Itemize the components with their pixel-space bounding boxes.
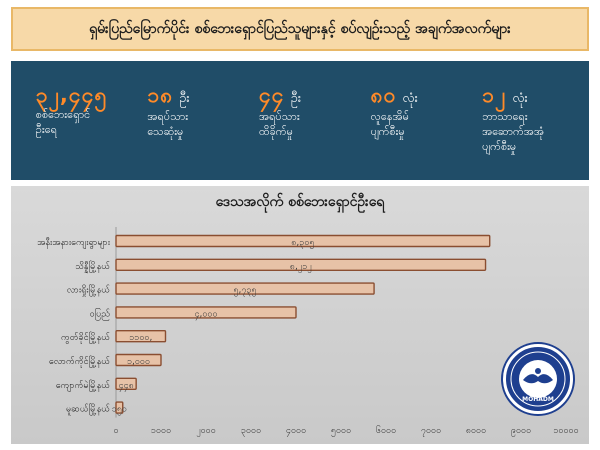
bar-value-label: ၄၄၈: [118, 381, 133, 392]
bar: [115, 377, 137, 391]
stat-label: ပျက်စီးမှု: [370, 125, 405, 138]
stat-civilian-injuries: ၄၄ ဦး အရပ်သား ထိခိုက်မှု: [259, 83, 341, 139]
chart-title: ဒေသအလိုက် စစ်ဘေးရှောင်ဦးရေ: [215, 194, 385, 210]
bar-value-label: ၁,၀၀၀: [127, 357, 150, 367]
stat-label: လူနေအိမ်: [370, 110, 409, 123]
header-banner: ရှမ်းပြည်မြောက်ပိုင်း စစ်ဘေးရှောင်ပြည်သူ…: [11, 7, 589, 51]
bar-value-label: ၈,၂၁၂: [290, 262, 312, 273]
stat-unit: ဦး: [290, 91, 302, 106]
stat-number: ၃၂,၄၄၅: [35, 83, 108, 107]
bar: [115, 353, 162, 367]
bar: [115, 329, 167, 343]
stat-displaced-total: ၃၂,၄၄၅ စစ်ဘေးရှောင် ဦးရေ: [36, 83, 118, 137]
stat-unit: လုံး: [512, 91, 528, 106]
stat-label: စစ်ဘေးရှောင်: [35, 108, 91, 121]
x-tick-label: ၇၀၀၀: [421, 426, 441, 437]
stat-houses-damaged: ၈၀ လုံး လူနေအိမ် ပျက်စီးမှု: [371, 83, 453, 139]
bar: [115, 258, 487, 272]
category-label: သိန္နီမြို့နယ်: [75, 260, 110, 274]
hands-emblem-icon: MOHADM: [510, 351, 566, 407]
x-tick-label: ၆၀၀၀: [376, 425, 396, 436]
bar: [115, 282, 375, 295]
stat-religious-buildings-damaged: ၁၂ လုံး ဘာသာရေး အဆောက်အအုံ ပျက်စီးမှု: [482, 83, 564, 154]
x-tick-label: ၄၀၀၀: [286, 426, 306, 437]
stats-panel: ၃၂,၄၄၅ စစ်ဘေးရှောင် ဦးရေ ၁၈ ဦး အရပ်သား သ…: [11, 61, 589, 180]
stat-label: အဆောက်အအုံ: [482, 125, 544, 138]
x-tick-label: ၉၀၀၀: [511, 426, 531, 437]
x-tick-label: ၁၀၀၀၀: [553, 426, 578, 436]
bar-value-label: ၅,၇၃၅: [233, 286, 256, 297]
stat-label: ဘာသာရေး: [482, 110, 528, 123]
category-label: လောက်ကိုင်မြို့နယ်: [49, 355, 111, 368]
category-label: မူဆယ်မြို့နယ်: [66, 403, 111, 416]
stat-label: ဦးရေ: [35, 123, 57, 136]
bar-value-label: ၈,၃၀၅: [291, 238, 314, 249]
category-label: လားရှိုးမြို့နယ်: [67, 284, 111, 297]
stat-label: အရပ်သား: [258, 110, 300, 123]
bar: [115, 401, 124, 414]
stat-label: သေဆုံးမှု: [147, 125, 184, 138]
x-tick-label: ၈၀၀၀: [466, 426, 486, 436]
logo-text: MOHADM: [522, 396, 554, 403]
x-tick-label: ၂၀၀၀: [196, 426, 216, 437]
category-label: အနီးအနားကျေးရွာများ: [37, 237, 111, 249]
bar-value-label: ၁၁၀၀,: [129, 333, 152, 343]
mohadm-logo: MOHADM: [503, 344, 573, 414]
x-tick-label: ၁၀၀၀: [151, 426, 171, 436]
category-label: ကျောက်မဲမြို့နယ်: [56, 379, 111, 392]
stat-number: ၈၀: [370, 83, 397, 107]
stat-label: ပျက်စီးမှု: [482, 140, 517, 153]
x-tick-label: ၅၀၀၀: [331, 426, 351, 437]
stat-unit: ဦး: [179, 91, 190, 106]
bar: [115, 306, 297, 319]
bar-value-label: ၁၅၀: [112, 405, 127, 416]
category-label: ဝပြည်: [90, 307, 111, 320]
stat-label: အရပ်သား: [147, 110, 189, 123]
x-tick-label: ၀: [113, 426, 118, 436]
stat-number: ၁၂: [482, 83, 507, 107]
category-label: ကွတ်ခိုင်မြို့နယ်: [61, 331, 111, 344]
x-tick-label: ၃၀၀၀: [241, 426, 261, 437]
chart-panel: ဒေသအလိုက် စစ်ဘေးရှောင်ဦးရေ အနီးအနားကျေးရ…: [11, 186, 589, 444]
stat-number: ၁၈: [147, 83, 174, 107]
stat-civilian-deaths: ၁၈ ဦး အရပ်သား သေဆုံးမှု: [147, 83, 229, 139]
bar-value-label: ၄,၀၀၀: [194, 309, 217, 320]
stat-number: ၄၄: [258, 83, 285, 107]
page-title: ရှမ်းပြည်မြောက်ပိုင်း စစ်ဘေးရှောင်ပြည်သူ…: [89, 20, 511, 37]
stat-unit: လုံး: [402, 91, 418, 106]
stat-label: ထိခိုက်မှု: [258, 125, 293, 138]
bar: [115, 234, 491, 248]
